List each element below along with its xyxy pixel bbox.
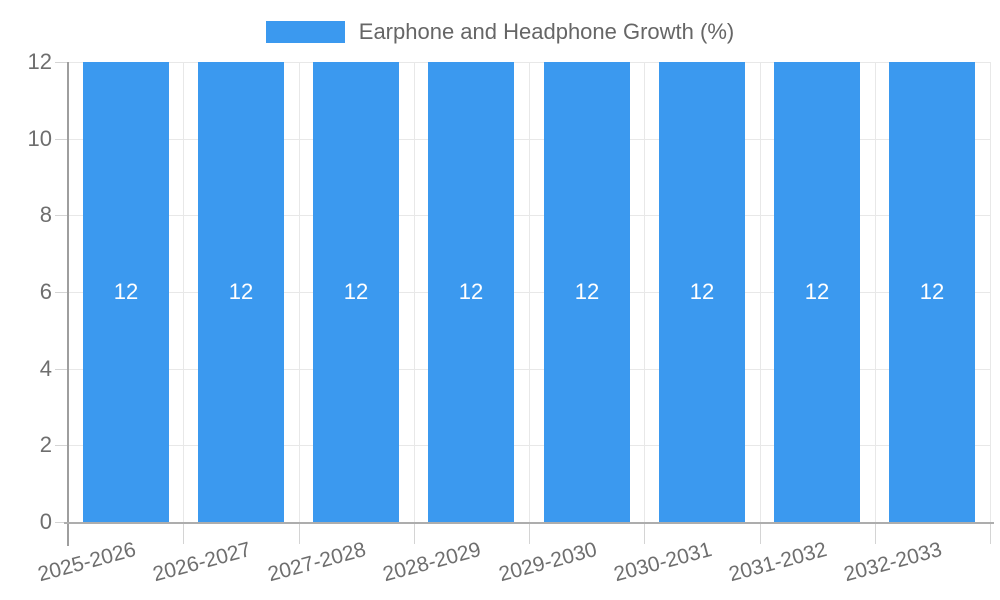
x-axis-tick [875, 524, 876, 544]
vertical-gridline [414, 62, 415, 522]
x-axis-tick [529, 524, 530, 544]
x-axis-tick-label: 2028-2029 [379, 538, 483, 587]
x-axis-tick-label: 2027-2028 [264, 538, 368, 587]
y-axis-tick-label: 0 [39, 509, 52, 534]
y-axis-tick-label: 2 [39, 432, 52, 457]
vertical-gridline [990, 62, 991, 522]
vertical-gridline [875, 62, 876, 522]
x-axis-tick [760, 524, 761, 544]
y-axis-tick-label: 8 [39, 202, 52, 227]
y-axis-tick [55, 522, 68, 523]
x-axis-tick-label: 2026-2027 [149, 538, 253, 587]
y-axis-line [67, 62, 69, 546]
x-axis-tick-label: 2032-2033 [840, 538, 944, 587]
vertical-gridline [760, 62, 761, 522]
x-axis-tick-label: 2030-2031 [610, 538, 714, 587]
vertical-gridline [299, 62, 300, 522]
y-axis-tick [55, 215, 68, 216]
vertical-gridline [183, 62, 184, 522]
x-axis-tick-label: 2025-2026 [34, 538, 138, 587]
x-axis-tick [644, 524, 645, 544]
vertical-gridline [644, 62, 645, 522]
y-axis-tick-label: 10 [27, 126, 52, 151]
x-axis-tick [183, 524, 184, 544]
bar[interactable] [198, 62, 284, 522]
vertical-gridline [529, 62, 530, 522]
bar[interactable] [544, 62, 630, 522]
x-axis-tick-label: 2029-2030 [495, 538, 599, 587]
x-axis-tick [414, 524, 415, 544]
bar[interactable] [428, 62, 514, 522]
x-axis-tick [299, 524, 300, 544]
x-axis-line [64, 522, 994, 524]
y-axis-tick-label: 12 [27, 49, 52, 74]
y-axis-tick [55, 62, 68, 63]
x-axis-tick [990, 524, 991, 544]
x-axis-tick-label: 2031-2032 [725, 538, 829, 587]
legend-label: Earphone and Headphone Growth (%) [358, 19, 735, 44]
y-axis-tick [55, 445, 68, 446]
y-axis-tick-label: 6 [39, 279, 52, 304]
bar[interactable] [774, 62, 860, 522]
y-axis-tick [55, 139, 68, 140]
y-axis-tick [55, 292, 68, 293]
legend-swatch-icon [265, 21, 345, 43]
y-axis-tick [55, 369, 68, 370]
bar[interactable] [83, 62, 169, 522]
bar[interactable] [313, 62, 399, 522]
bar[interactable] [889, 62, 975, 522]
bar[interactable] [659, 62, 745, 522]
chart-legend[interactable]: Earphone and Headphone Growth (%) [0, 19, 1000, 45]
y-axis-tick-label: 4 [39, 356, 52, 381]
